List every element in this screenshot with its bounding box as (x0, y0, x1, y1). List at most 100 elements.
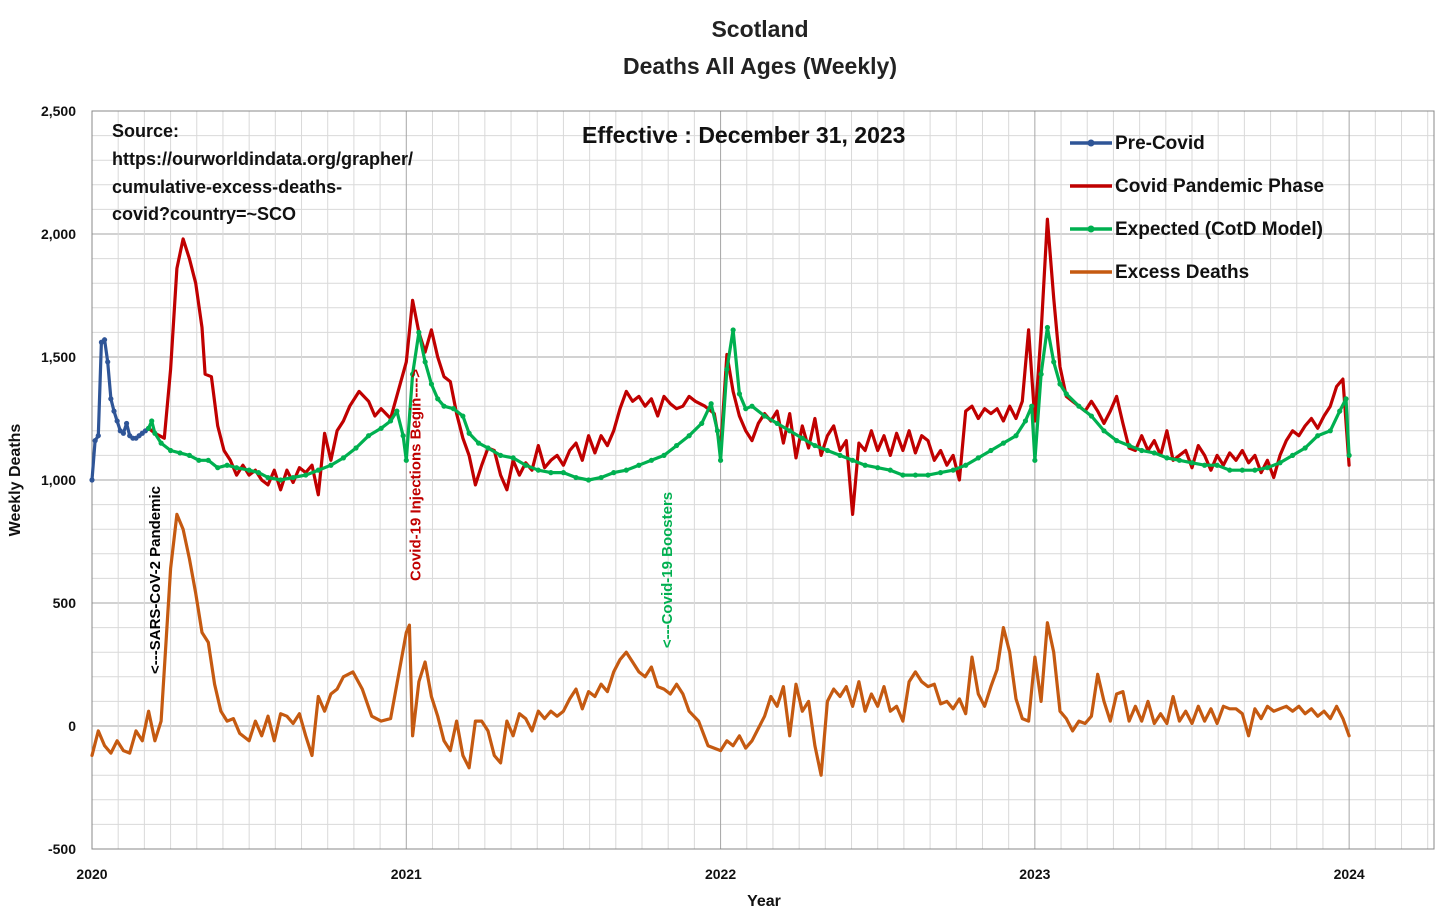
data-point (1076, 403, 1082, 409)
y-tick-label: -500 (48, 841, 76, 857)
data-point (849, 457, 856, 463)
data-point (400, 433, 406, 439)
data-point (1346, 452, 1352, 458)
legend: Pre-Covid Covid Pandemic Phase Expected (C… (1070, 133, 1324, 283)
data-point (523, 462, 529, 468)
data-point (416, 329, 422, 335)
data-point (937, 470, 944, 476)
data-point (774, 420, 780, 427)
data-point (422, 359, 428, 365)
data-point (1139, 447, 1145, 454)
y-tick-label: 2,500 (41, 103, 76, 119)
series-line (147, 217, 1351, 516)
data-point (1000, 440, 1007, 446)
data-point (1044, 324, 1051, 331)
data-point (963, 462, 969, 468)
data-point (1029, 403, 1035, 409)
data-point (152, 430, 158, 436)
data-point (988, 447, 994, 454)
data-point (435, 396, 441, 402)
data-point (1239, 467, 1245, 473)
data-point (95, 433, 101, 439)
data-point (661, 452, 667, 458)
data-point (887, 467, 893, 473)
data-point (394, 408, 400, 414)
data-point (441, 403, 447, 409)
data-point (466, 430, 472, 436)
x-axis-title: Year (747, 893, 781, 910)
series-pre-covid (89, 337, 152, 483)
data-point (1252, 467, 1258, 473)
data-point (623, 467, 629, 473)
data-point (186, 452, 193, 458)
data-point (743, 406, 749, 412)
x-tick-label: 2020 (76, 866, 107, 882)
data-point (686, 433, 692, 439)
source-line: covid?country=~SCO (112, 204, 296, 224)
data-point (92, 438, 98, 444)
data-point (1057, 381, 1063, 387)
data-point (123, 420, 130, 427)
data-point (177, 450, 183, 456)
data-point (215, 465, 221, 471)
data-point (535, 467, 541, 473)
data-point (730, 327, 736, 333)
axis-ticks: -500 0 500 1,000 1,500 2,000 2,500 2020 2021 2022… (41, 103, 1365, 882)
data-point (353, 445, 359, 451)
data-point (1013, 433, 1019, 439)
data-point (912, 472, 919, 478)
data-point (611, 470, 617, 476)
data-point (1289, 452, 1296, 458)
data-point (837, 452, 843, 458)
data-point (101, 337, 108, 343)
source-note: Source: https://ourworldindata.org/graph… (112, 121, 413, 224)
data-point (340, 455, 347, 461)
data-point (409, 371, 416, 377)
data-point (714, 428, 721, 434)
data-point (761, 413, 768, 419)
data-point (460, 413, 466, 419)
data-point (387, 418, 394, 424)
data-point (328, 462, 334, 468)
data-point (787, 428, 793, 434)
data-point (277, 477, 284, 483)
source-line: Source: (112, 121, 179, 141)
data-point (167, 447, 174, 454)
data-point (1302, 445, 1308, 451)
data-point (510, 455, 516, 461)
data-point (699, 420, 705, 427)
data-point (1113, 438, 1120, 444)
data-point (925, 472, 931, 478)
data-point (1264, 465, 1271, 471)
y-tick-label: 500 (53, 595, 77, 611)
data-point (950, 467, 956, 473)
data-point (89, 477, 95, 483)
annotation-label: <---Covid-19 Boosters (659, 492, 676, 648)
data-point (265, 474, 271, 481)
data-point (1126, 442, 1132, 449)
data-point (1176, 457, 1183, 463)
data-point (673, 442, 680, 449)
data-point (224, 462, 230, 468)
data-point (290, 474, 296, 481)
data-point (196, 457, 202, 463)
data-point (862, 462, 868, 468)
chart-subtitle: Deaths All Ages (Weekly) (623, 53, 897, 79)
data-point (120, 430, 127, 436)
data-point (824, 447, 831, 454)
data-point (1337, 408, 1343, 414)
series-expected-cotd-model (145, 324, 1352, 483)
data-point (497, 452, 504, 458)
data-point (145, 425, 152, 431)
data-point (1063, 391, 1069, 397)
effective-date-note: Effective : December 31, 2023 (582, 122, 905, 148)
data-point (648, 457, 655, 463)
data-point (1315, 433, 1321, 439)
data-point (1038, 371, 1044, 377)
data-point (975, 455, 981, 461)
data-point (1277, 460, 1283, 466)
legend-marker (1087, 225, 1095, 233)
data-point (1164, 455, 1170, 461)
data-point (1088, 413, 1095, 419)
